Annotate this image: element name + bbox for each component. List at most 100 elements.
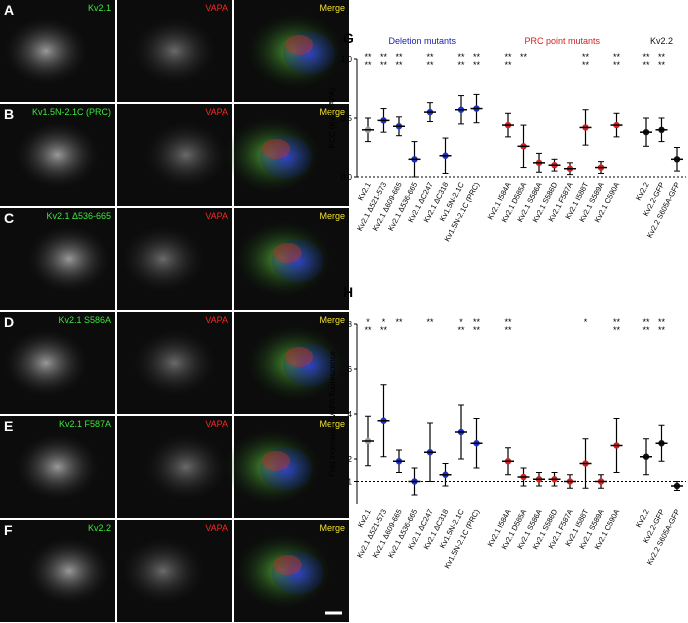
channel-label: Merge <box>319 211 345 221</box>
channel-label: VAPA <box>205 315 228 325</box>
vapa-signal <box>285 347 313 367</box>
cell-signal <box>132 17 217 85</box>
vapa-signal <box>273 243 302 263</box>
y-axis-label: Fold increase in VAPA fluorescence <box>328 350 337 477</box>
significance: ** <box>642 52 650 62</box>
cell-signal <box>144 121 228 189</box>
cell-signal <box>132 329 217 397</box>
panel-letter: F <box>4 522 13 538</box>
cell-signal <box>4 17 88 85</box>
vapa-signal <box>262 451 290 471</box>
significance: ** <box>658 325 666 335</box>
cell-signal <box>15 121 100 189</box>
significance: ** <box>504 325 512 335</box>
channel-label: Merge <box>319 107 345 117</box>
cell-signal <box>27 225 111 293</box>
significance: ** <box>504 52 512 62</box>
y-tick-label: 1.0 <box>341 55 353 64</box>
significance: ** <box>395 317 403 327</box>
nucleus <box>271 239 324 283</box>
significance: ** <box>473 60 481 70</box>
cell-signal <box>15 433 100 501</box>
significance: ** <box>380 60 388 70</box>
significance: ** <box>582 60 590 70</box>
y-tick-label: 0.0 <box>341 173 353 182</box>
significance: ** <box>613 317 621 327</box>
nucleus <box>271 551 324 595</box>
cell-signal <box>121 537 205 605</box>
cell-signal <box>144 433 228 501</box>
significance: * <box>366 317 370 327</box>
panel-letter: E <box>4 418 13 434</box>
y-tick-label: 0.5 <box>341 114 353 123</box>
vapa-signal <box>262 139 290 159</box>
significance: ** <box>520 52 528 62</box>
significance: ** <box>426 60 434 70</box>
panel-letter: D <box>4 314 14 330</box>
panel-letter: H <box>343 284 353 300</box>
cell-signal <box>27 537 111 605</box>
significance: ** <box>457 52 465 62</box>
significance: ** <box>426 317 434 327</box>
y-tick-label: 6 <box>348 365 353 374</box>
channel-label: Kv2.1 Δ536-665 <box>46 211 111 221</box>
panel-letter: B <box>4 106 14 122</box>
significance: ** <box>364 325 372 335</box>
channel-label: Merge <box>319 315 345 325</box>
channel-label: Kv2.1 F587A <box>59 419 111 429</box>
channel-label: VAPA <box>205 211 228 221</box>
nucleus <box>283 343 335 387</box>
channel-label: Kv2.2 <box>88 523 111 533</box>
significance: ** <box>364 60 372 70</box>
significance: ** <box>395 60 403 70</box>
significance: ** <box>426 52 434 62</box>
significance: * <box>459 317 463 327</box>
channel-label: Merge <box>319 419 345 429</box>
significance: ** <box>504 317 512 327</box>
significance: ** <box>613 52 621 62</box>
panel-letter: C <box>4 210 14 226</box>
significance: ** <box>658 317 666 327</box>
significance: ** <box>613 325 621 335</box>
significance: ** <box>395 52 403 62</box>
panel-letter: G <box>343 30 354 46</box>
significance: * <box>382 317 386 327</box>
channel-label: Kv2.1 <box>88 3 111 13</box>
significance: * <box>584 317 588 327</box>
cell-signal <box>4 329 88 397</box>
significance: ** <box>642 317 650 327</box>
nucleus <box>283 31 335 75</box>
vapa-signal <box>273 555 302 575</box>
significance: ** <box>457 325 465 335</box>
significance: ** <box>613 60 621 70</box>
channel-label: VAPA <box>205 107 228 117</box>
significance: ** <box>658 60 666 70</box>
significance: ** <box>658 52 666 62</box>
significance: ** <box>473 317 481 327</box>
significance: ** <box>582 52 590 62</box>
channel-label: VAPA <box>205 419 228 429</box>
significance: ** <box>504 60 512 70</box>
y-tick-label: 8 <box>348 320 353 329</box>
significance: ** <box>457 60 465 70</box>
group-label: PRC point mutants <box>524 36 600 46</box>
channel-label: Merge <box>319 523 345 533</box>
y-tick-label: 2 <box>348 455 353 464</box>
y-axis-label: PCC (Kv2:VAPA) <box>328 87 337 148</box>
panel-letter: A <box>4 2 14 18</box>
channel-label: Merge <box>319 3 345 13</box>
channel-label: VAPA <box>205 523 228 533</box>
channel-label: VAPA <box>205 3 228 13</box>
channel-label: Kv2.1 S586A <box>58 315 111 325</box>
significance: ** <box>473 325 481 335</box>
significance: ** <box>364 52 372 62</box>
group-label: Kv2.2 <box>650 36 673 46</box>
y-tick-label: 1 <box>348 478 353 487</box>
significance: ** <box>380 325 388 335</box>
y-tick-label: 4 <box>348 410 353 419</box>
nucleus <box>260 447 312 491</box>
nucleus <box>260 135 312 179</box>
channel-label: Kv1.5N-2.1C (PRC) <box>32 107 111 117</box>
significance: ** <box>642 325 650 335</box>
